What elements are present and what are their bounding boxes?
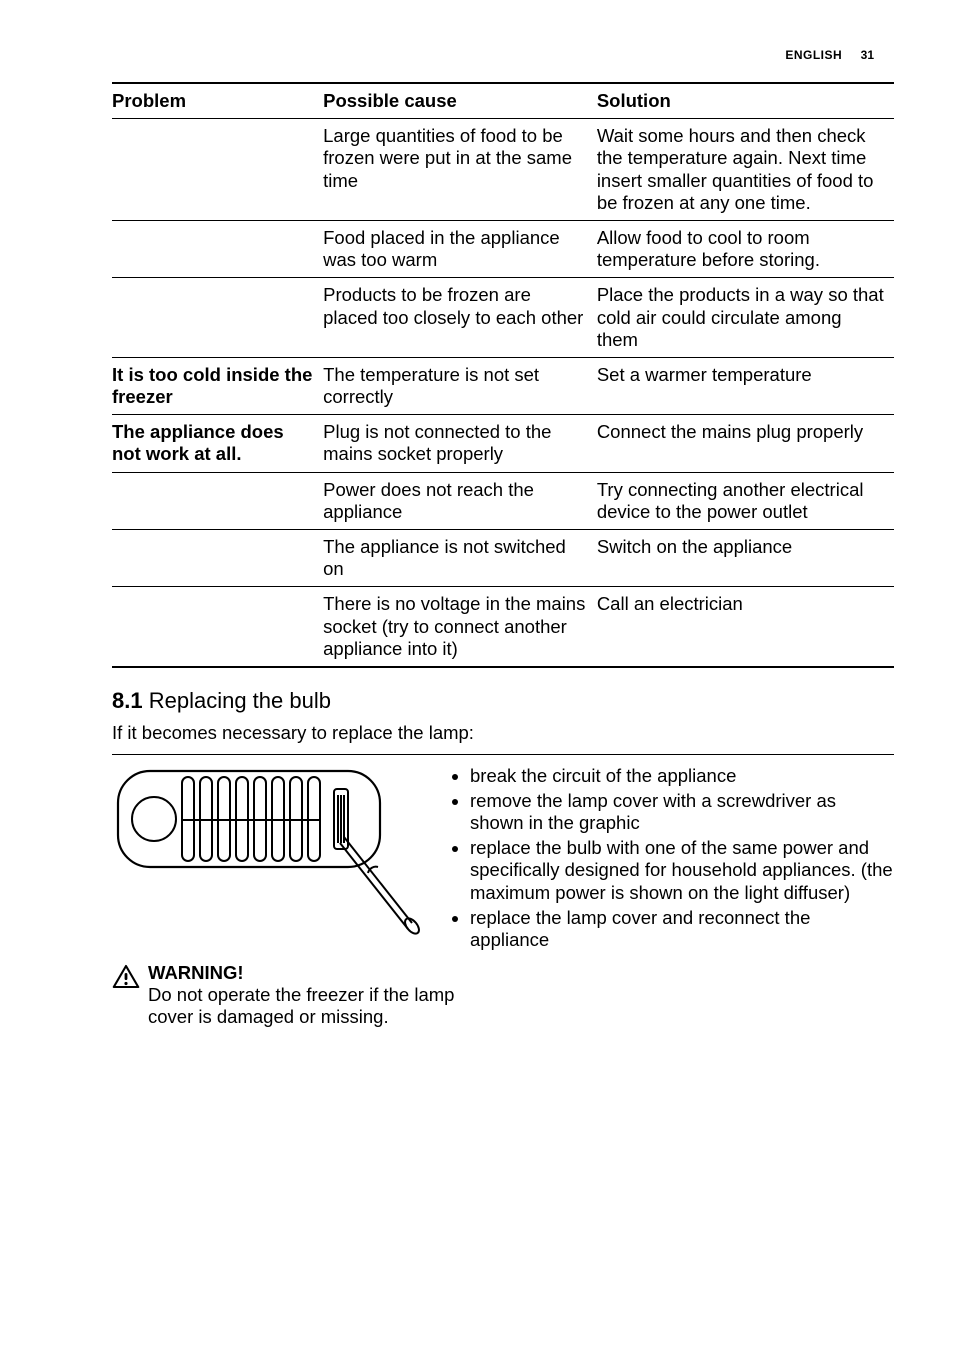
page: ENGLISH 31 Problem Possible cause Soluti… (0, 0, 954, 1088)
table-row: Products to be frozen are placed too clo… (112, 278, 894, 358)
cell-problem: The appliance does not work at all. (112, 415, 323, 472)
table-row: It is too cold inside the freezer The te… (112, 357, 894, 414)
cell-cause: Large quantities of food to be frozen we… (323, 119, 597, 221)
step-item: replace the bulb with one of the same po… (470, 837, 894, 905)
step-item: break the circuit of the appliance (470, 765, 894, 788)
cell-solution: Allow food to cool to room temperature b… (597, 220, 894, 277)
warning-block: WARNING! Do not operate the freezer if t… (112, 962, 502, 1029)
warning-body: Do not operate the freezer if the lamp c… (148, 984, 454, 1027)
cell-cause: Products to be frozen are placed too clo… (323, 278, 597, 358)
cell-cause: Food placed in the appliance was too war… (323, 220, 597, 277)
warning-text: WARNING! Do not operate the freezer if t… (148, 962, 502, 1029)
cell-solution: Place the products in a way so that cold… (597, 278, 894, 358)
step-item: replace the lamp cover and reconnect the… (470, 907, 894, 952)
table-row: The appliance is not switched on Switch … (112, 530, 894, 587)
table-row: Large quantities of food to be frozen we… (112, 119, 894, 221)
lamp-cover-figure (112, 765, 432, 935)
cell-cause: There is no voltage in the mains socket … (323, 587, 597, 667)
table-row: The appliance does not work at all. Plug… (112, 415, 894, 472)
cell-solution: Switch on the appliance (597, 530, 894, 587)
section-intro: If it becomes necessary to replace the l… (112, 722, 894, 744)
header-page-number: 31 (861, 48, 874, 62)
step-list: break the circuit of the appliance remov… (450, 765, 894, 954)
cell-problem (112, 472, 323, 529)
table-header-row: Problem Possible cause Solution (112, 83, 894, 119)
cell-cause: Power does not reach the appliance (323, 472, 597, 529)
table-row: There is no voltage in the mains socket … (112, 587, 894, 667)
page-header: ENGLISH 31 (112, 46, 894, 64)
cell-solution: Call an electrician (597, 587, 894, 667)
cell-solution: Try connecting another electrical device… (597, 472, 894, 529)
cell-cause: The temperature is not set correctly (323, 357, 597, 414)
cell-problem: It is too cold inside the freezer (112, 357, 323, 414)
section-title: Replacing the bulb (149, 688, 331, 713)
col-cause: Possible cause (323, 83, 597, 119)
cell-problem (112, 220, 323, 277)
cell-solution: Wait some hours and then check the tempe… (597, 119, 894, 221)
table-row: Food placed in the appliance was too war… (112, 220, 894, 277)
col-problem: Problem (112, 83, 323, 119)
cell-problem (112, 587, 323, 667)
header-language: ENGLISH (785, 48, 842, 62)
cell-problem (112, 278, 323, 358)
cell-problem (112, 530, 323, 587)
figure-and-steps: break the circuit of the appliance remov… (112, 754, 894, 954)
col-solution: Solution (597, 83, 894, 119)
cell-solution: Set a warmer temperature (597, 357, 894, 414)
troubleshooting-table: Problem Possible cause Solution Large qu… (112, 82, 894, 668)
table-row: Power does not reach the appliance Try c… (112, 472, 894, 529)
warning-label: WARNING! (148, 962, 502, 984)
cell-solution: Connect the mains plug properly (597, 415, 894, 472)
cell-cause: Plug is not connected to the mains socke… (323, 415, 597, 472)
cell-cause: The appliance is not switched on (323, 530, 597, 587)
section-heading: 8.1 Replacing the bulb (112, 688, 894, 714)
section-number: 8.1 (112, 688, 143, 713)
step-item: remove the lamp cover with a screwdriver… (470, 790, 894, 835)
cell-problem (112, 119, 323, 221)
warning-icon (112, 964, 140, 989)
